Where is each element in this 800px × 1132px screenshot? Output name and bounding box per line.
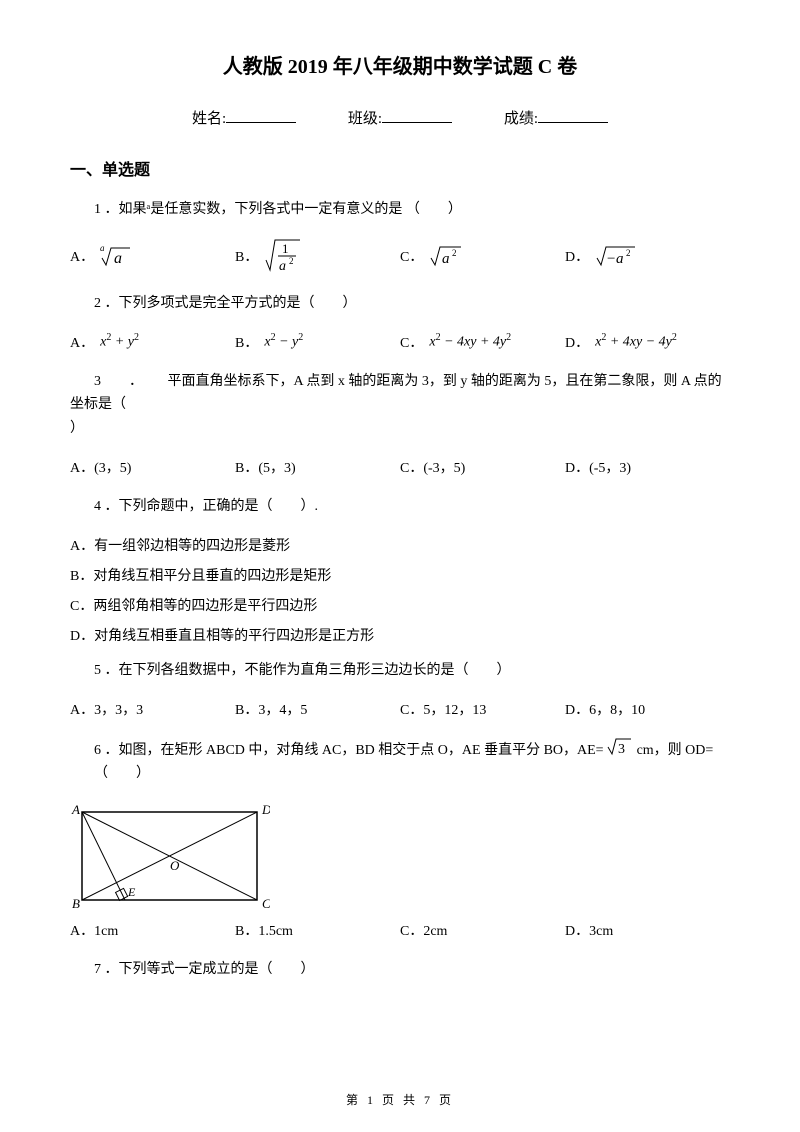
name-blank[interactable] bbox=[226, 107, 296, 123]
q3-opt-a: A．(3，5) bbox=[70, 457, 235, 477]
sqrt-a2-icon: a2 bbox=[429, 243, 465, 269]
q2-opt-a: A．x2 + y2 bbox=[70, 332, 235, 352]
class-blank[interactable] bbox=[382, 107, 452, 123]
svg-text:B: B bbox=[72, 896, 80, 911]
q3-opt-d: D．(-5，3) bbox=[565, 457, 730, 477]
page-footer: 第 1 页 共 7 页 bbox=[0, 1091, 800, 1108]
section-heading: 一、单选题 bbox=[70, 156, 730, 180]
svg-text:−: − bbox=[607, 251, 615, 267]
sqrt-neg-a2-icon: −a2 bbox=[595, 243, 639, 269]
svg-text:A: A bbox=[71, 802, 80, 817]
header-fields: 姓名: 班级: 成绩: bbox=[70, 107, 730, 128]
q6-options: A．1cm B．1.5cm C．2cm D．3cm bbox=[70, 920, 730, 940]
sqrt-1-over-a2-icon: 1 a2 bbox=[264, 238, 304, 274]
svg-text:C: C bbox=[262, 896, 270, 911]
q1-opt-a: A． aa bbox=[70, 238, 235, 274]
q4-opt-c: C．两组邻角相等的四边形是平行四边形 bbox=[70, 595, 730, 615]
q2-options: A．x2 + y2 B．x2 − y2 C．x2 − 4xy + 4y2 D．x… bbox=[70, 332, 730, 352]
sqrt-a-icon: aa bbox=[100, 243, 134, 269]
q1-opt-c: C． a2 bbox=[400, 238, 565, 274]
class-label: 班级: bbox=[348, 111, 382, 127]
svg-text:1: 1 bbox=[282, 241, 289, 256]
question-5: 5 ．在下列各组数据中，不能作为直角三角形三边边长的是（ ） bbox=[70, 659, 730, 683]
q6-opt-d: D．3cm bbox=[565, 920, 730, 940]
math-expr: x2 − 4xy + 4y2 bbox=[429, 332, 511, 351]
q4-opt-a: A．有一组邻边相等的四边形是菱形 bbox=[70, 535, 730, 555]
name-label: 姓名: bbox=[192, 111, 226, 127]
math-expr: x2 − y2 bbox=[264, 332, 303, 351]
q3-opt-c: C．(-3，5) bbox=[400, 457, 565, 477]
svg-text:3: 3 bbox=[618, 742, 625, 757]
score-blank[interactable] bbox=[538, 107, 608, 123]
question-1: 1 ．如果ᵃ是任意实数，下列各式中一定有意义的是 （ ） bbox=[70, 198, 730, 222]
math-expr: x2 + y2 bbox=[100, 332, 139, 351]
q1-options: A． aa B． 1a2 C． a2 D． −a2 bbox=[70, 238, 730, 274]
q5-options: A．3，3，3 B．3，4，5 C．5，12，13 D．6，8，10 bbox=[70, 699, 730, 719]
rectangle-diagram: A D B C E O bbox=[70, 802, 730, 912]
svg-text:2: 2 bbox=[452, 248, 457, 258]
svg-text:a: a bbox=[279, 259, 286, 274]
svg-text:a: a bbox=[442, 251, 450, 267]
question-7: 7 ．下列等式一定成立的是（ ） bbox=[70, 958, 730, 982]
svg-text:2: 2 bbox=[289, 256, 294, 266]
q3-opt-b: B．(5，3) bbox=[235, 457, 400, 477]
question-6: 6 ．如图，在矩形 ABCD 中，对角线 AC，BD 相交于点 O，AE 垂直平… bbox=[70, 737, 730, 787]
question-4: 4 ．下列命题中，正确的是（ ）. bbox=[70, 495, 730, 519]
q2-opt-b: B．x2 − y2 bbox=[235, 332, 400, 352]
svg-text:D: D bbox=[261, 802, 270, 817]
q5-opt-c: C．5，12，13 bbox=[400, 699, 565, 719]
q5-opt-b: B．3，4，5 bbox=[235, 699, 400, 719]
svg-text:a: a bbox=[616, 251, 624, 267]
q3-options: A．(3，5) B．(5，3) C．(-3，5) D．(-5，3) bbox=[70, 457, 730, 477]
sqrt-3-icon: 3 bbox=[607, 737, 633, 757]
svg-text:a: a bbox=[100, 243, 105, 253]
q6-opt-c: C．2cm bbox=[400, 920, 565, 940]
q4-opt-b: B．对角线互相平分且垂直的四边形是矩形 bbox=[70, 565, 730, 585]
q1-opt-b: B． 1a2 bbox=[235, 238, 400, 274]
q4-opt-d: D．对角线互相垂直且相等的平行四边形是正方形 bbox=[70, 625, 730, 645]
q1-opt-d: D． −a2 bbox=[565, 238, 730, 274]
question-3: 3 ． 平面直角坐标系下，A 点到 x 轴的距离为 3，到 y 轴的距离为 5，… bbox=[70, 370, 730, 441]
score-label: 成绩: bbox=[504, 111, 538, 127]
page-title: 人教版 2019 年八年级期中数学试题 C 卷 bbox=[70, 50, 730, 79]
svg-text:2: 2 bbox=[626, 248, 631, 258]
q6-opt-b: B．1.5cm bbox=[235, 920, 400, 940]
svg-text:O: O bbox=[170, 858, 180, 873]
q6-opt-a: A．1cm bbox=[70, 920, 235, 940]
question-2: 2 ．下列多项式是完全平方式的是（ ） bbox=[70, 292, 730, 316]
q5-opt-d: D．6，8，10 bbox=[565, 699, 730, 719]
svg-text:E: E bbox=[127, 885, 136, 899]
q5-opt-a: A．3，3，3 bbox=[70, 699, 235, 719]
q4-options: A．有一组邻边相等的四边形是菱形 B．对角线互相平分且垂直的四边形是矩形 C．两… bbox=[70, 535, 730, 645]
math-expr: x2 + 4xy − 4y2 bbox=[595, 332, 677, 351]
svg-text:a: a bbox=[114, 250, 122, 267]
q2-opt-d: D．x2 + 4xy − 4y2 bbox=[565, 332, 730, 352]
q2-opt-c: C．x2 − 4xy + 4y2 bbox=[400, 332, 565, 352]
